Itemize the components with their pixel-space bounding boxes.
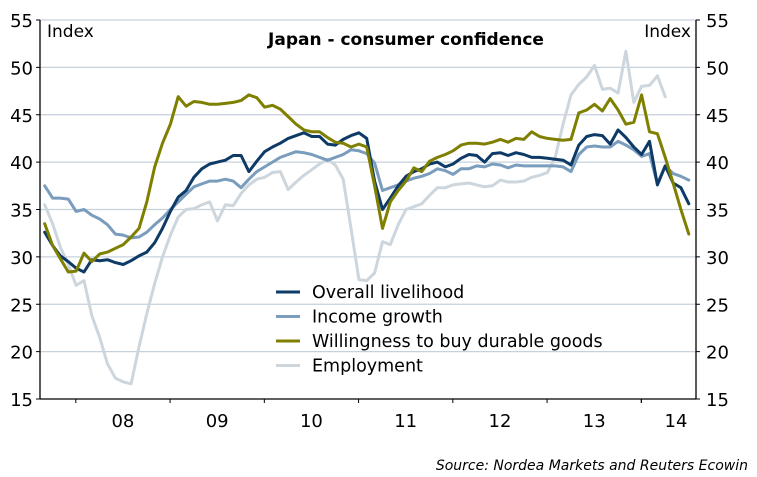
x-tick-label: 11 — [394, 411, 417, 432]
x-tick-label: 13 — [583, 411, 606, 432]
y-tick-label-right: 50 — [706, 58, 729, 79]
legend-label-employment: Employment — [312, 357, 423, 377]
y-tick-label-right: 40 — [706, 153, 729, 174]
y-tick-label-left: 25 — [10, 295, 33, 316]
y-tick-label-right: 20 — [706, 343, 729, 364]
y-tick-label-left: 35 — [10, 201, 33, 222]
y-tick-label-right: 30 — [706, 248, 729, 269]
y-tick-label-left: 40 — [10, 153, 33, 174]
x-tick-label: 12 — [489, 411, 512, 432]
y-axis-right-ticks: 15 20 25 30 35 40 45 50 55 — [696, 11, 729, 411]
y-tick-label-left: 30 — [10, 248, 33, 269]
y-tick-label-right: 55 — [706, 11, 729, 32]
legend-label-overall-livelihood: Overall livelihood — [312, 283, 464, 303]
series-line-employment — [43, 49, 667, 386]
legend-label-income-growth: Income growth — [312, 308, 443, 328]
series-layer — [43, 49, 691, 386]
x-tick-label: 09 — [206, 411, 229, 432]
x-tick-label: 10 — [300, 411, 323, 432]
legend-label-willingness-to-buy-durable-goods: Willingness to buy durable goods — [312, 332, 603, 352]
y-tick-label-right: 45 — [706, 106, 729, 127]
y-axis-right-title: Index — [644, 22, 691, 42]
y-tick-label-right: 25 — [706, 295, 729, 316]
x-tick-label: 14 — [665, 411, 688, 432]
y-axis-left-ticks: 15 20 25 30 35 40 45 50 55 — [10, 11, 40, 411]
legend: Overall livelihood Income growth Willingne… — [276, 283, 603, 377]
x-axis-ticks: 08 09 10 11 12 13 14 — [75, 399, 688, 432]
y-axis-left-title: Index — [47, 22, 94, 42]
y-tick-label-left: 50 — [10, 58, 33, 79]
x-tick-label: 08 — [111, 411, 134, 432]
series-line-overall-livelihood — [43, 128, 691, 274]
y-tick-label-left: 20 — [10, 343, 33, 364]
source-note: Source: Nordea Markets and Reuters Ecowi… — [436, 458, 748, 474]
series-line-willingness-to-buy-durable-goods — [43, 93, 691, 274]
y-tick-label-left: 15 — [10, 390, 33, 411]
y-tick-label-right: 35 — [706, 201, 729, 222]
chart-title: Japan - consumer confidence — [267, 30, 544, 50]
y-tick-label-left: 55 — [10, 11, 33, 32]
y-tick-label-left: 45 — [10, 106, 33, 127]
y-tick-label-right: 15 — [706, 390, 729, 411]
